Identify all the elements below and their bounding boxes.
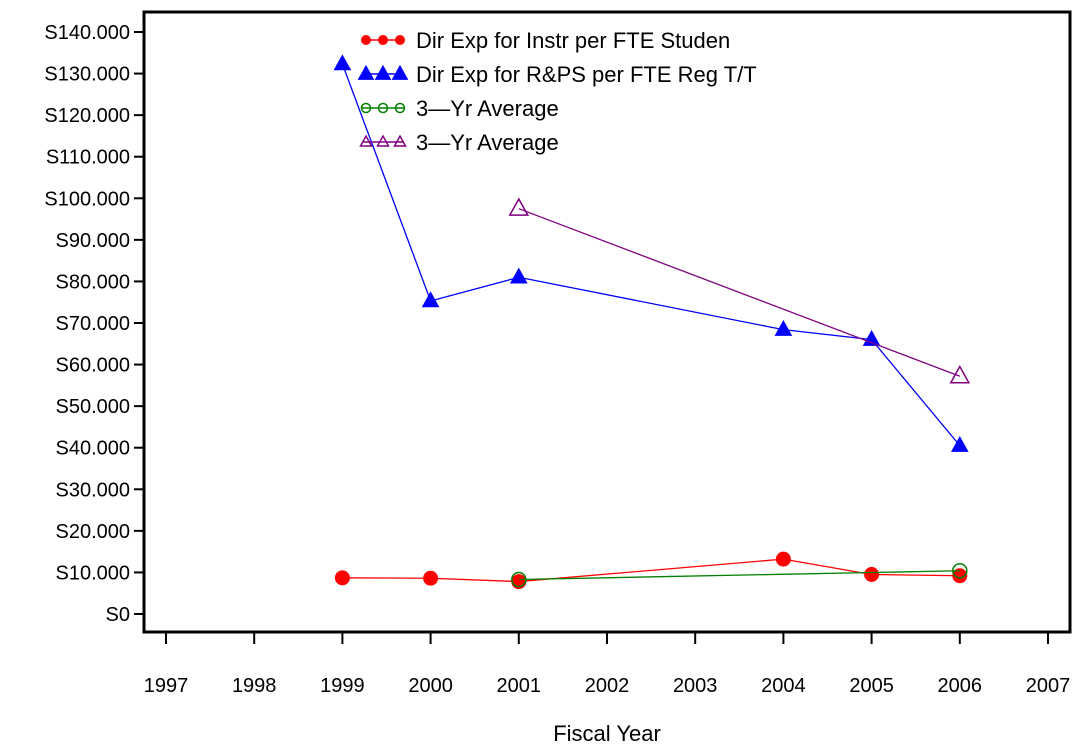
series-line	[518, 570, 960, 581]
y-tick-label: S70.000	[55, 313, 130, 335]
series-line	[341, 63, 961, 447]
data-point	[774, 319, 793, 336]
data-point	[333, 54, 352, 71]
legend-marker	[359, 134, 373, 147]
x-axis-title: Fiscal Year	[553, 721, 661, 744]
data-point	[423, 570, 439, 586]
y-tick-label: S30.000	[55, 479, 130, 501]
data-point	[949, 364, 971, 384]
x-tick-label: 1998	[232, 675, 277, 697]
y-tick-label: S20.000	[55, 521, 130, 543]
y-tick-label: S90.000	[55, 230, 130, 252]
legend-marker	[360, 102, 372, 114]
series-4	[508, 197, 971, 384]
legend-item: 3—Yr Average	[359, 130, 559, 155]
series-line	[342, 558, 960, 583]
legend-label: 3—Yr Average	[416, 96, 559, 121]
x-tick-label: 2001	[497, 675, 542, 697]
legend-marker	[377, 102, 389, 114]
legend-item: Dir Exp for R&PS per FTE Reg T/T	[357, 62, 757, 87]
x-axis: 1997 1998 1999 2000 2001 2002 2003 2004 2005 2006…	[144, 632, 1071, 697]
y-tick-label: S10.000	[55, 562, 130, 584]
x-tick-label: 2002	[585, 675, 630, 697]
data-point	[334, 570, 350, 586]
x-tick-label: 2000	[408, 675, 453, 697]
y-tick-label: S60.000	[55, 355, 130, 377]
legend-marker	[393, 134, 407, 147]
data-point	[511, 571, 527, 588]
legend-item: 3—Yr Average	[360, 96, 559, 121]
legend-label: Dir Exp for Instr per FTE Studen	[416, 28, 730, 53]
y-tick-label: S140.000	[44, 22, 130, 44]
y-axis: S0 S10.000 S20.000 S30.000 S40.000 S50.000 S60…	[44, 22, 144, 626]
x-tick-label: 1999	[320, 675, 365, 697]
y-tick-label: S40.000	[55, 438, 130, 460]
y-tick-label: S110.000	[46, 147, 130, 169]
legend-marker	[394, 102, 406, 114]
series-1	[334, 551, 968, 590]
legend: Dir Exp for Instr per FTE Studen Dir Exp …	[357, 28, 757, 155]
data-point	[775, 551, 791, 567]
legend-label: 3—Yr Average	[416, 130, 559, 155]
y-tick-label: S0	[106, 604, 130, 626]
data-point	[952, 568, 968, 584]
legend-marker	[357, 64, 375, 80]
data-point	[950, 435, 969, 452]
data-point	[421, 291, 440, 308]
series-layer	[333, 54, 971, 590]
legend-label: Dir Exp for R&PS per FTE Reg T/T	[416, 62, 757, 87]
legend-item: Dir Exp for Instr per FTE Studen	[361, 28, 730, 53]
y-tick-label: S100.000	[44, 188, 130, 210]
data-point	[864, 567, 880, 583]
legend-marker	[395, 35, 405, 45]
data-point	[509, 267, 528, 284]
y-tick-label: S80.000	[55, 271, 130, 293]
legend-marker	[391, 64, 409, 80]
x-tick-label: 2004	[761, 675, 806, 697]
x-tick-label: 1997	[144, 675, 189, 697]
data-point	[952, 563, 968, 579]
x-tick-label: 2003	[673, 675, 718, 697]
x-tick-label: 2005	[849, 675, 894, 697]
data-point	[508, 197, 530, 216]
y-tick-label: S130.000	[44, 64, 130, 86]
series-3	[511, 563, 968, 588]
legend-marker	[376, 134, 390, 147]
x-tick-label: 2007	[1026, 675, 1071, 697]
x-tick-label: 2006	[938, 675, 983, 697]
y-tick-label: S50.000	[55, 396, 130, 418]
legend-marker	[378, 35, 388, 45]
legend-marker	[361, 35, 371, 45]
legend-marker	[374, 64, 392, 80]
y-tick-label: S120.000	[44, 105, 130, 127]
series-line	[518, 208, 961, 377]
